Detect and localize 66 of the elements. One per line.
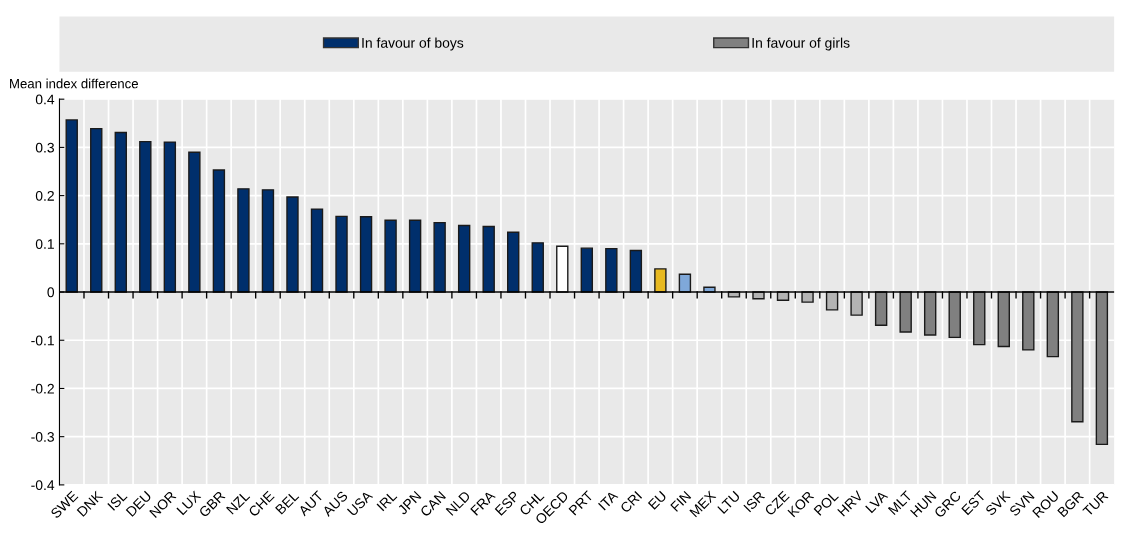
y-tick-label: 0.4 (35, 94, 55, 105)
bar (114, 131, 127, 293)
bar (384, 219, 397, 293)
y-tick-label: 0 (47, 287, 55, 298)
bar (90, 127, 103, 293)
bar (359, 216, 373, 293)
x-tick-label: ISR (743, 490, 766, 513)
bar (531, 242, 544, 293)
bar (923, 291, 937, 336)
bar (139, 140, 152, 293)
bar (580, 247, 594, 293)
bar (1046, 291, 1060, 358)
x-tick-label: CRI (619, 490, 643, 514)
bar (286, 196, 299, 293)
y-tick-label: -0.3 (31, 432, 54, 442)
x-tick-label: BEL (275, 490, 300, 515)
x-tick-label: POL (813, 490, 839, 516)
y-tick-label: 0.1 (35, 239, 54, 249)
y-tick-label: -0.2 (31, 383, 54, 394)
y-tick-label: 0.2 (35, 190, 54, 201)
bar (1071, 291, 1084, 423)
bar (310, 208, 324, 293)
bar (850, 291, 863, 316)
bar (948, 291, 961, 339)
bar (629, 249, 643, 293)
bar (482, 225, 495, 293)
x-tick-label: FIN (670, 490, 692, 512)
bar (163, 141, 177, 293)
x-tick-label: LTU (717, 490, 741, 514)
x-tick-label: JPN (397, 490, 422, 516)
x-tick-label: EU (647, 490, 667, 510)
x-tick-label: NZL (226, 490, 251, 515)
bar (605, 247, 618, 293)
bar (335, 215, 348, 293)
bar (507, 231, 520, 293)
bar (237, 188, 250, 293)
bar (212, 169, 226, 293)
bar (874, 291, 888, 326)
legend-label: In favour of boys (362, 37, 464, 51)
y-tick-label: -0.1 (31, 335, 54, 346)
bar (899, 291, 912, 333)
bar (408, 219, 422, 293)
bar (1022, 291, 1035, 351)
x-tick-label: FRA (470, 490, 496, 516)
x-tick-label: ITA (598, 490, 619, 511)
bar (654, 268, 667, 293)
bar (997, 291, 1010, 348)
bar (188, 151, 201, 293)
x-tick-label: TUR (1082, 490, 1109, 517)
bar (973, 291, 986, 346)
bar (1095, 291, 1109, 446)
bar (801, 291, 814, 303)
bar (825, 291, 839, 311)
bar (433, 221, 446, 293)
bar (678, 273, 692, 293)
y-tick-label: -0.4 (31, 480, 55, 491)
x-tick-label: LVA (865, 490, 889, 514)
bar (457, 224, 471, 293)
bar (261, 189, 275, 293)
bar (65, 119, 78, 293)
y-axis-title: Mean index difference (10, 78, 138, 89)
x-tick-label: USA (346, 490, 374, 517)
x-tick-label: IRL (376, 490, 398, 512)
y-tick-label: 0.3 (35, 142, 54, 153)
x-tick-label: ISL (107, 490, 128, 511)
legend-label: In favour of girls (752, 37, 850, 51)
